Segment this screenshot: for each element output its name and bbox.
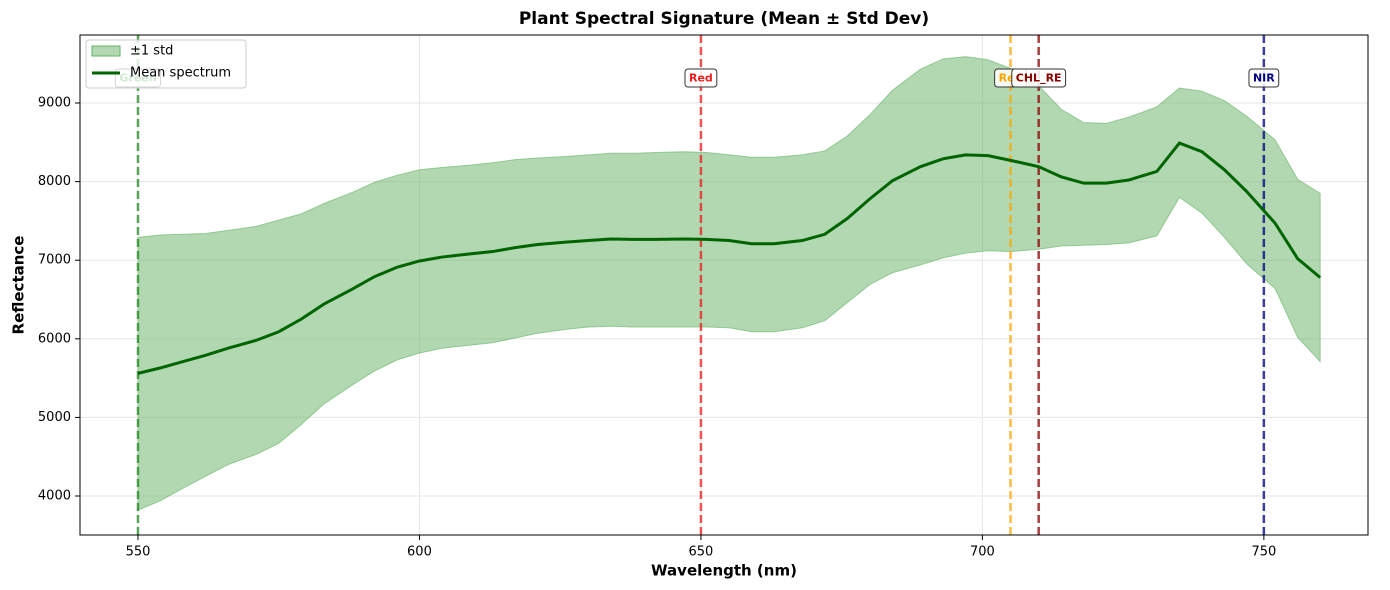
y-tick-label: 4000 — [38, 489, 71, 504]
plot-frame — [79, 34, 1369, 536]
marker-text: CHL_RE — [1016, 72, 1062, 85]
marker-text: NIR — [1253, 72, 1275, 85]
marker-box — [684, 68, 718, 88]
x-tick-label: 650 — [689, 545, 714, 560]
y-tick-label: 7000 — [38, 253, 71, 268]
x-tick-label: 700 — [970, 545, 995, 560]
y-tick-label: 5000 — [38, 410, 71, 425]
y-tick-label: 9000 — [38, 95, 71, 110]
chart-title: Plant Spectral Signature (Mean ± Std Dev… — [519, 9, 929, 29]
y-tick-label: 8000 — [38, 174, 71, 189]
marker-label: CHL_RE — [1011, 68, 1067, 88]
y-tick-label: 6000 — [38, 331, 71, 346]
x-tick-label: 750 — [1251, 545, 1276, 560]
y-axis-label: Reflectance — [10, 236, 28, 335]
legend-label: Mean spectrum — [130, 66, 231, 81]
legend-box — [85, 39, 247, 89]
marker-box — [1011, 68, 1067, 88]
x-axis-label: Wavelength (nm) — [651, 562, 797, 580]
marker-label: Red — [684, 68, 718, 88]
x-tick-label: 600 — [407, 545, 432, 560]
std-band — [137, 56, 1321, 511]
marker-text: Red — [689, 72, 713, 85]
marker-box — [1248, 68, 1280, 88]
mean-line — [137, 141, 1322, 375]
legend-swatch — [91, 45, 121, 57]
marker-label: NIR — [1248, 68, 1280, 88]
legend-label: ±1 std — [130, 44, 173, 59]
x-tick-label: 550 — [126, 545, 151, 560]
